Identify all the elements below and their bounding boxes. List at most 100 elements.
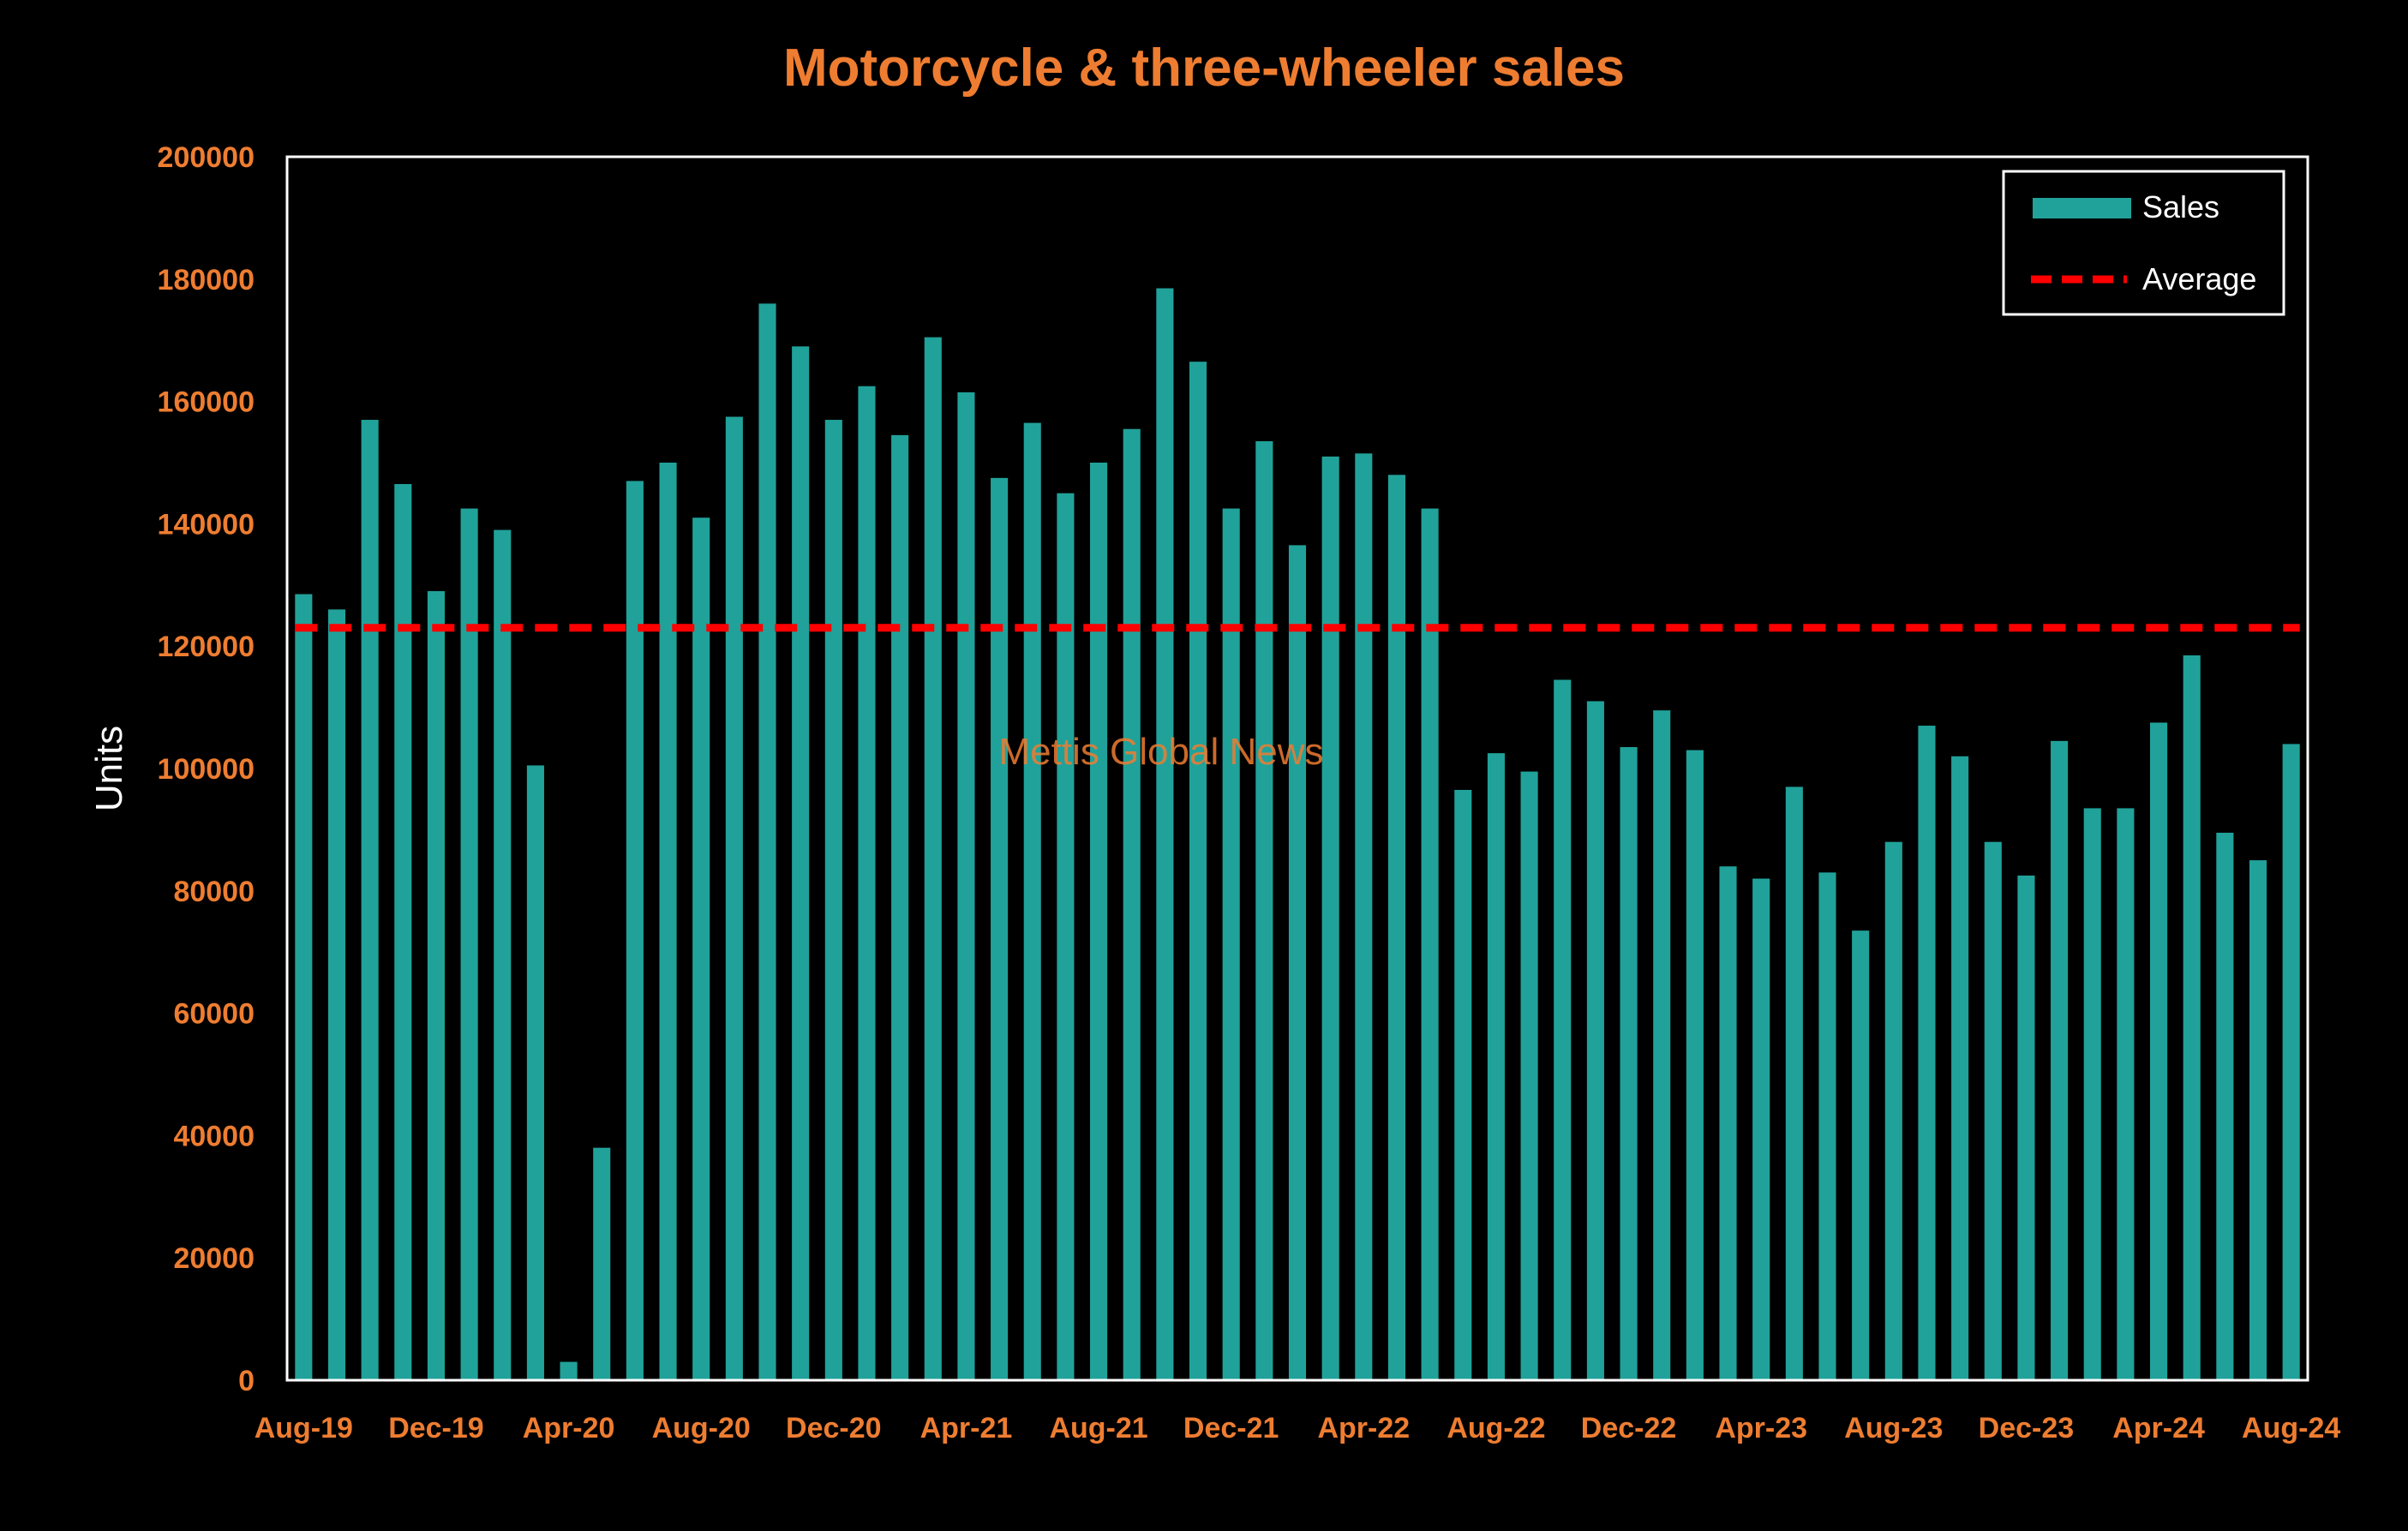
legend-box (2002, 170, 2285, 316)
x-tick-label: Apr-22 (1317, 1412, 1410, 1444)
bar-Jan-24 (2051, 740, 2069, 1380)
y-tick-label: 100000 (158, 753, 255, 786)
x-tick-label: Dec-21 (1183, 1412, 1279, 1444)
bar-Jul-23 (1852, 930, 1870, 1380)
bar-Dec-22 (1620, 747, 1638, 1380)
bar-Aug-19 (295, 594, 313, 1380)
bar-May-22 (1387, 475, 1406, 1380)
bar-Jun-24 (2216, 832, 2234, 1380)
y-tick-label: 180000 (158, 264, 255, 296)
plot-frame (285, 155, 2309, 1382)
y-tick-label: 40000 (173, 1120, 255, 1152)
bar-Mar-20 (526, 765, 544, 1380)
bar-Sep-22 (1520, 771, 1538, 1380)
bar-Jul-20 (659, 463, 677, 1380)
x-tick-label: Aug-22 (1447, 1412, 1545, 1444)
bar-Mar-21 (924, 337, 942, 1380)
y-tick-label: 200000 (158, 141, 255, 174)
y-axis-ticks: 0 20000 40000 60000 80000 100000 120000 140000 1… (158, 141, 255, 1397)
bar-Dec-19 (427, 590, 445, 1380)
bar-Oct-21 (1156, 288, 1174, 1380)
bar-Sep-21 (1123, 428, 1141, 1381)
x-tick-label: Dec-23 (1979, 1412, 2075, 1444)
bar-Feb-22 (1288, 545, 1307, 1380)
x-tick-label: Dec-19 (388, 1412, 484, 1444)
legend-sales-swatch (2033, 198, 2131, 218)
x-tick-label: Apr-21 (920, 1412, 1013, 1444)
bar-Jun-21 (1023, 422, 1041, 1381)
bar-Sep-23 (1918, 726, 1936, 1380)
bar-Jun-23 (1818, 872, 1836, 1380)
bar-Nov-23 (1984, 841, 2002, 1380)
legend-average-label: Average (2142, 261, 2256, 296)
bars-group (295, 288, 2300, 1381)
bar-Aug-20 (692, 517, 710, 1380)
chart-title: Motorcycle & three-wheeler sales (783, 39, 1625, 98)
y-tick-label: 160000 (158, 386, 255, 419)
y-tick-label: 120000 (158, 631, 255, 663)
bar-Sep-20 (725, 416, 743, 1381)
bar-Apr-22 (1355, 453, 1373, 1380)
x-tick-label: Aug-21 (1049, 1412, 1147, 1444)
bar-Apr-24 (2150, 722, 2168, 1380)
bar-Dec-21 (1222, 508, 1240, 1380)
x-tick-label: Aug-24 (2242, 1412, 2340, 1444)
watermark-text: Mettis Global News (998, 731, 1323, 773)
bar-Sep-19 (327, 609, 346, 1380)
bar-Jan-23 (1653, 710, 1671, 1380)
bar-Aug-23 (1884, 841, 1902, 1380)
y-axis-label: Units (88, 726, 130, 811)
bar-Jun-22 (1421, 508, 1439, 1380)
bar-Mar-22 (1321, 456, 1339, 1380)
bar-Jun-20 (626, 481, 644, 1381)
bar-Jan-21 (858, 386, 876, 1380)
bar-Oct-22 (1554, 679, 1572, 1380)
legend: Sales Average (2002, 170, 2285, 316)
y-tick-label: 0 (238, 1365, 255, 1397)
bar-Jul-21 (1057, 493, 1075, 1381)
bar-Mar-24 (2117, 808, 2135, 1380)
bar-Apr-20 (560, 1361, 578, 1380)
x-tick-label: Aug-19 (255, 1412, 353, 1444)
bar-Aug-22 (1487, 753, 1505, 1380)
bar-Jul-24 (2249, 860, 2267, 1380)
bar-Oct-19 (361, 420, 379, 1380)
bar-May-20 (593, 1147, 611, 1380)
x-tick-label: Apr-20 (523, 1412, 615, 1444)
x-tick-label: Apr-24 (2112, 1412, 2205, 1444)
bar-Oct-20 (758, 303, 776, 1380)
bar-Apr-23 (1752, 878, 1770, 1380)
bar-May-21 (991, 477, 1009, 1380)
bar-Jan-20 (460, 508, 478, 1380)
y-tick-label: 20000 (173, 1242, 255, 1275)
y-tick-label: 80000 (173, 876, 255, 908)
bar-Nov-21 (1189, 362, 1207, 1381)
legend-sales-label: Sales (2142, 189, 2219, 224)
x-tick-label: Dec-22 (1581, 1412, 1677, 1444)
x-tick-label: Aug-20 (652, 1412, 751, 1444)
x-tick-label: Dec-20 (786, 1412, 882, 1444)
bar-Feb-23 (1686, 750, 1704, 1380)
bar-Nov-22 (1586, 701, 1604, 1380)
y-tick-label: 60000 (173, 998, 255, 1031)
bar-Feb-24 (2083, 808, 2101, 1380)
x-axis-ticks: Aug-19 Dec-19 Apr-20 Aug-20 Dec-20 Apr-21 Aug-… (255, 1412, 2341, 1444)
bar-Nov-20 (792, 346, 810, 1381)
bar-Dec-23 (2017, 875, 2035, 1380)
bar-Dec-20 (824, 420, 842, 1380)
bar-May-23 (1785, 786, 1803, 1380)
bar-Jul-22 (1454, 789, 1472, 1380)
bar-Aug-24 (2282, 744, 2300, 1380)
bar-Nov-19 (394, 483, 412, 1380)
bar-Oct-23 (1951, 756, 1969, 1380)
bar-Feb-21 (891, 434, 909, 1380)
bar-May-24 (2183, 655, 2201, 1380)
bar-Aug-21 (1090, 463, 1108, 1380)
x-tick-label: Aug-23 (1844, 1412, 1943, 1444)
bar-Mar-23 (1719, 866, 1737, 1380)
y-tick-label: 140000 (158, 508, 255, 541)
bar-Feb-20 (494, 529, 512, 1380)
bar-Jan-22 (1255, 441, 1273, 1380)
bar-Apr-21 (957, 392, 975, 1380)
